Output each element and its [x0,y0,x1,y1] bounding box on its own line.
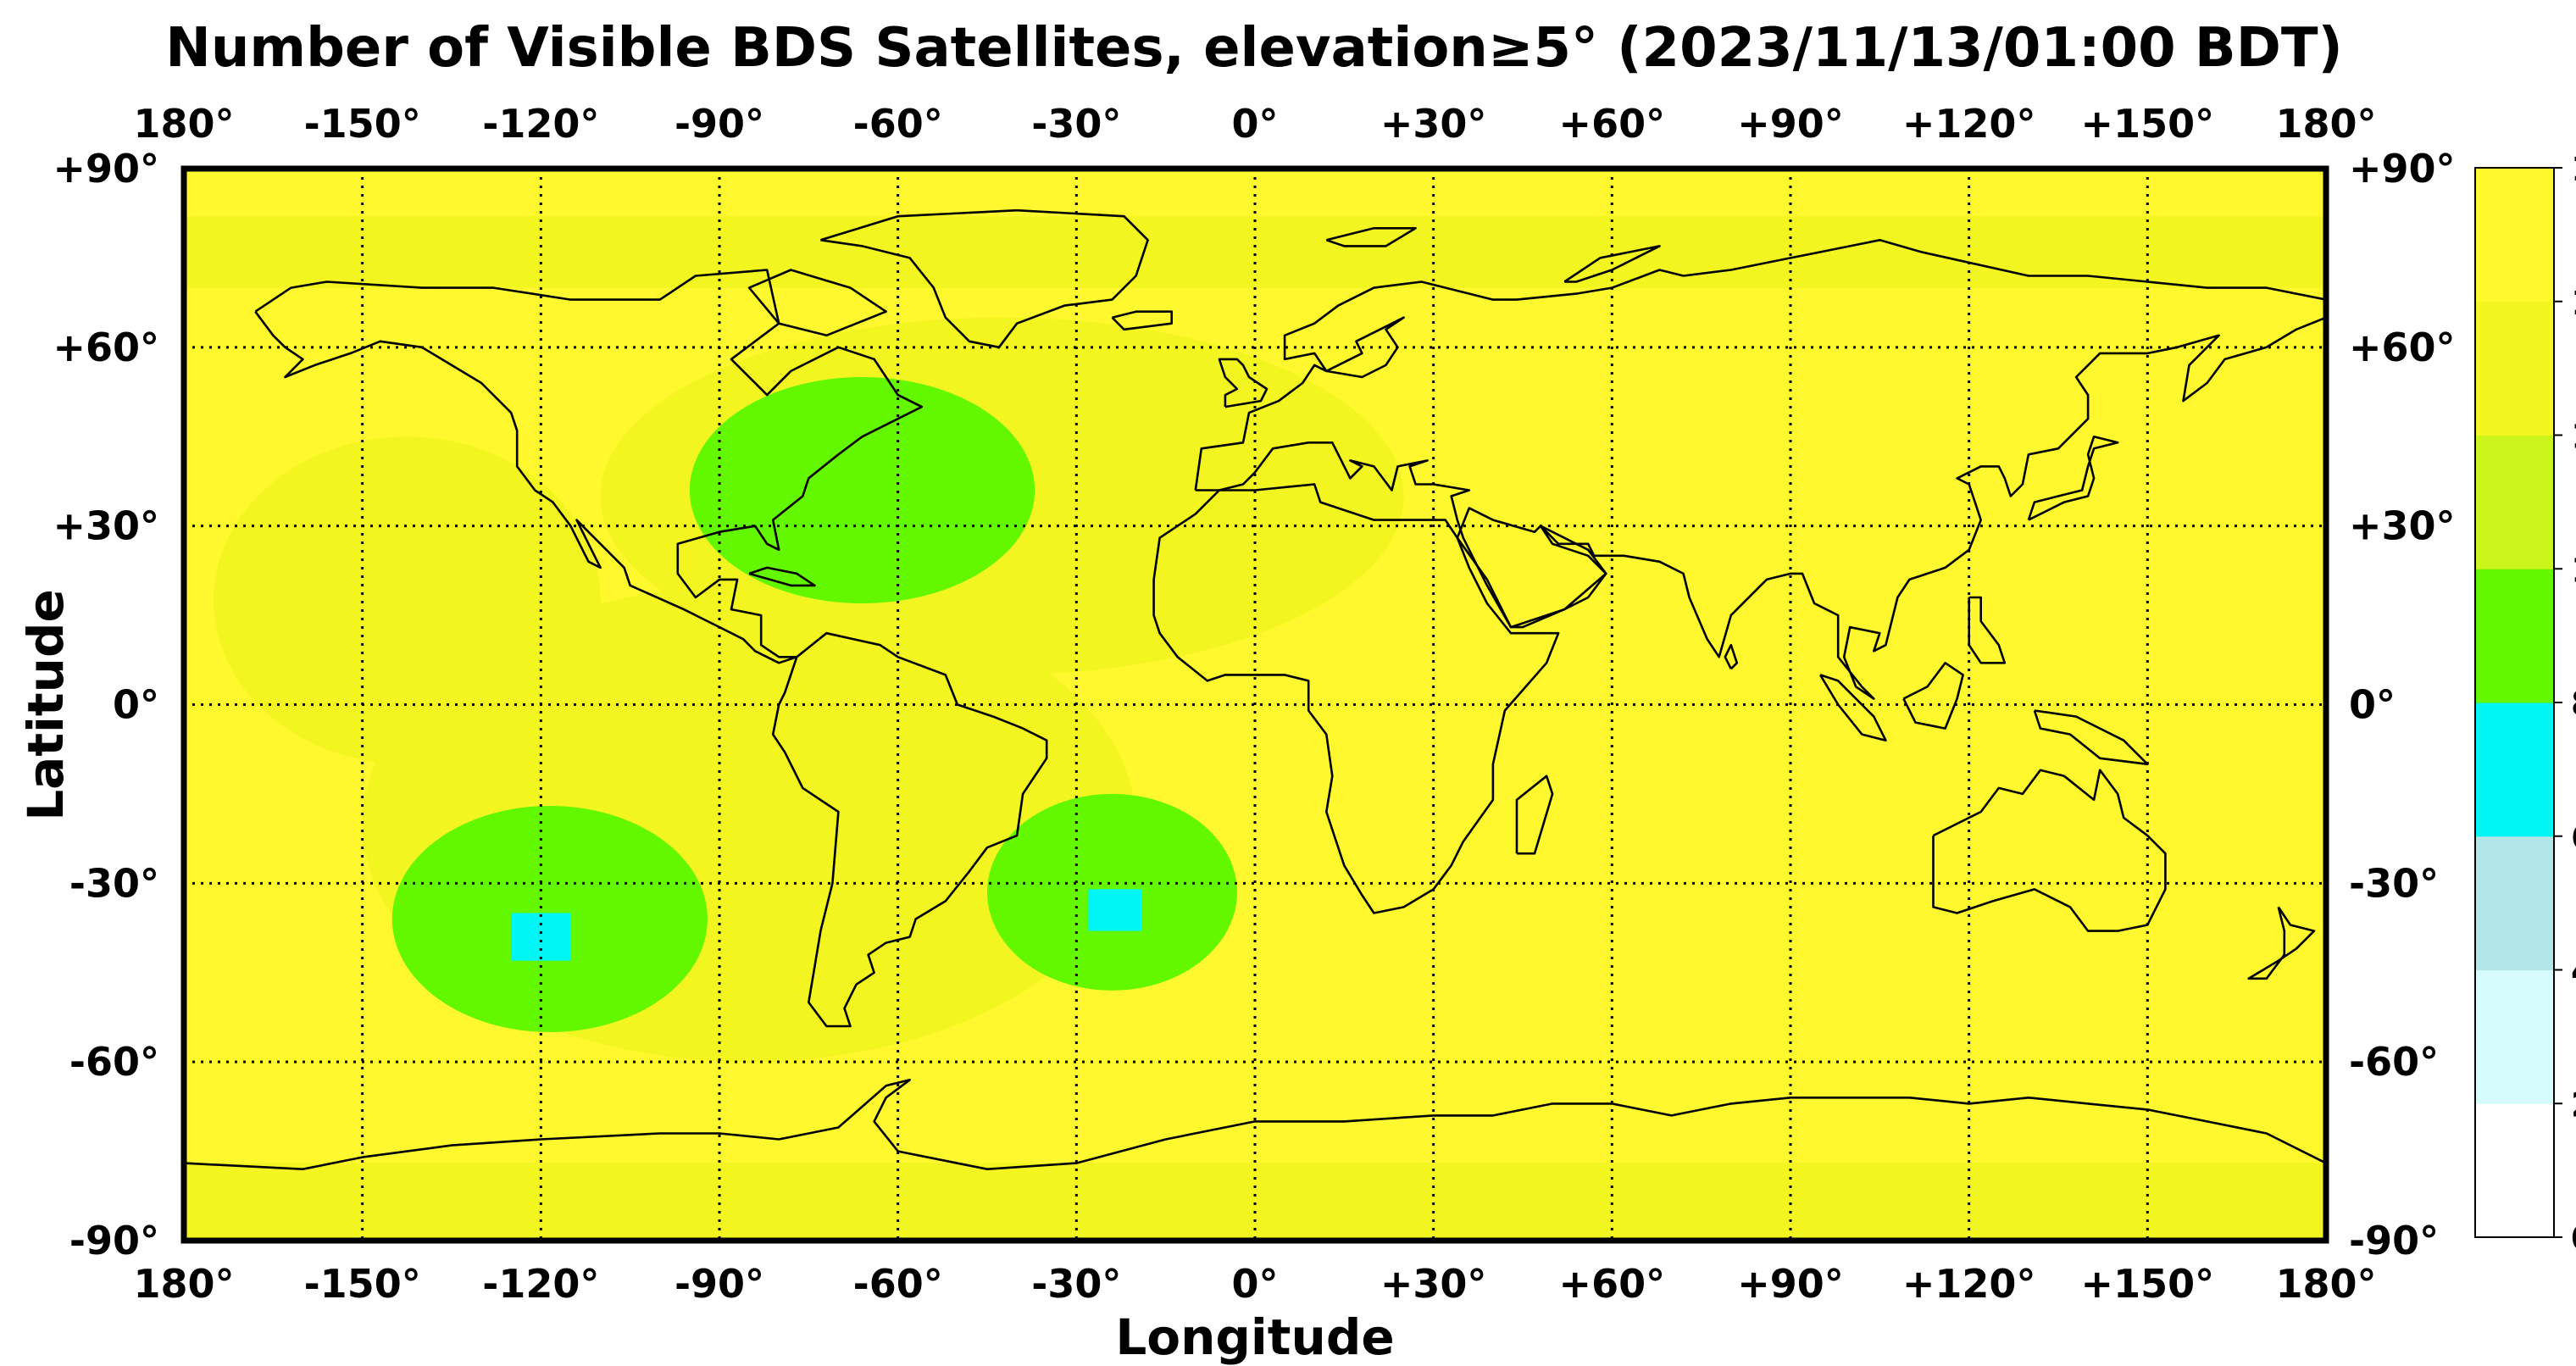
colorbar-tick-label: 8 [2571,685,2576,724]
latitude-tick-label: +90° [53,146,159,192]
coastline-iceland [1111,310,1173,331]
coastline-new-zealand [2247,906,2316,980]
colorbar-tick-label: 6 [2571,819,2576,858]
latitude-tick-label: +60° [2349,325,2456,370]
longitude-tick-label: 180° [133,1261,234,1307]
colorbar-tick-label: 2 [2571,1086,2576,1124]
colorbar-segment [2475,702,2554,837]
contour-region-south-atlantic-minimum [1088,889,1142,931]
coastline-borneo [1902,661,1964,730]
coastline-north-america [254,269,924,664]
longitude-tick-label: -30° [1031,1261,1121,1307]
contour-region-south-pacific-minimum [511,913,571,961]
coastline-uk [1218,358,1269,408]
colorbar-segment [2475,969,2554,1104]
colorbar-segment [2475,168,2554,303]
longitude-tick-label: -120° [482,1261,599,1307]
colorbar-tick-label: 12 [2571,418,2576,457]
longitude-tick-label: 180° [2275,101,2376,147]
longitude-tick-label: 0° [1231,1261,1278,1307]
contour-region-antarctic-band [184,1163,2326,1241]
longitude-tick-label: 180° [133,101,234,147]
coastline-cuba [748,566,816,587]
latitude-tick-label: -90° [69,1218,159,1263]
latitude-tick-label: -30° [2349,860,2439,906]
coastline-madagascar [1515,775,1554,855]
coastline-baffin [747,269,887,337]
longitude-ticks-top: 180° -150° -120° -90° -60° -30° 0° +30° +60° +90°… [133,101,2376,147]
coastline-japan [2027,435,2119,521]
coastline-africa [1152,483,1560,914]
coastline-antarctica [184,1079,2326,1170]
colorbar-ticks: 0 2 4 6 8 10 12 14 16 [2554,150,2576,1258]
colorbar-tick-label: 4 [2571,952,2576,991]
longitude-tick-label: -90° [675,101,764,147]
longitude-tick-label: +120° [1902,1261,2036,1307]
longitude-tick-label: +60° [1559,1261,1666,1307]
longitude-tick-label: 0° [1231,101,1278,147]
colorbar-segment [2475,301,2554,436]
longitude-tick-label: +150° [2081,1261,2215,1307]
latitude-tick-label: -60° [2349,1039,2439,1085]
latitude-tick-label: 0° [113,682,159,728]
longitude-tick-label: -90° [675,1261,764,1307]
longitude-tick-label: -120° [482,101,599,147]
y-axis-label: Latitude [17,589,75,821]
coastline-novaya-zemlya [1563,245,1661,283]
longitude-tick-label: -150° [304,101,421,147]
coastline-australia [1932,769,2167,932]
longitude-tick-label: -150° [304,1261,421,1307]
longitude-tick-label: +150° [2081,101,2215,147]
longitude-tick-label: +30° [1380,1261,1487,1307]
coastline-south-america [771,631,1048,1028]
colorbar-frame [2474,167,2555,1238]
colorbar-tick-label: 0 [2571,1219,2576,1258]
colorbar-tick-label: 16 [2571,150,2576,189]
contour-regions [184,169,2326,1241]
contour-region-north-atlantic-core [689,376,1035,604]
latitude-tick-label: +30° [2349,503,2456,549]
colorbar-segment [2475,435,2554,569]
latitude-tick-label: +90° [2349,146,2456,192]
colorbar-tick-label: 10 [2571,551,2576,590]
contour-region-north-polar-band [184,216,2326,288]
longitude-tick-label: -60° [853,1261,943,1307]
coastline-philippines [1968,596,2007,664]
colorbar-segment [2475,569,2554,703]
longitude-tick-label: +30° [1380,101,1487,147]
latitude-ticks-right: +90° +60° +30° 0° -30° -60° -90° [2349,146,2456,1263]
x-axis-label: Longitude [1115,1308,1394,1366]
latitude-tick-label: +60° [53,325,159,370]
latitude-tick-label: -90° [2349,1218,2439,1263]
latitude-tick-label: +30° [53,503,159,549]
longitude-tick-label: +60° [1559,101,1666,147]
plot-frame [180,165,2329,1244]
latitude-ticks-left: +90° +60° +30° 0° -30° -60° -90° [53,146,159,1263]
latitude-tick-label: -60° [69,1039,159,1085]
contour-region-eastern-hemisphere-high [1285,169,2326,1241]
coastline-greenland [820,208,1149,349]
longitude-tick-label: -30° [1031,101,1121,147]
longitude-tick-label: 180° [2275,1261,2376,1307]
longitude-tick-label: +90° [1737,1261,1844,1307]
coastline-arabia [1456,507,1607,629]
longitude-tick-label: +90° [1737,101,1844,147]
colorbar-segment [2475,1103,2554,1238]
coastlines [184,208,2326,1170]
colorbar [2475,168,2554,1238]
latitude-tick-label: -30° [69,860,159,906]
longitude-ticks-bottom: 180° -150° -120° -90° -60° -30° 0° +30° +60° +90°… [133,1261,2376,1307]
coastline-svalbard [1325,226,1417,247]
colorbar-tick-label: 14 [2571,284,2576,323]
coastline-new-guinea [2033,709,2149,766]
latitude-tick-label: 0° [2349,682,2396,728]
longitude-tick-label: +120° [1902,101,2036,147]
colorbar-segment [2475,836,2554,970]
graticule [184,169,2326,1241]
longitude-tick-label: -60° [853,101,943,147]
coastline-eurasia [1194,238,2326,700]
coastline-sri-lanka [1724,643,1739,670]
map-title: Number of Visible BDS Satellites, elevat… [165,17,2342,80]
